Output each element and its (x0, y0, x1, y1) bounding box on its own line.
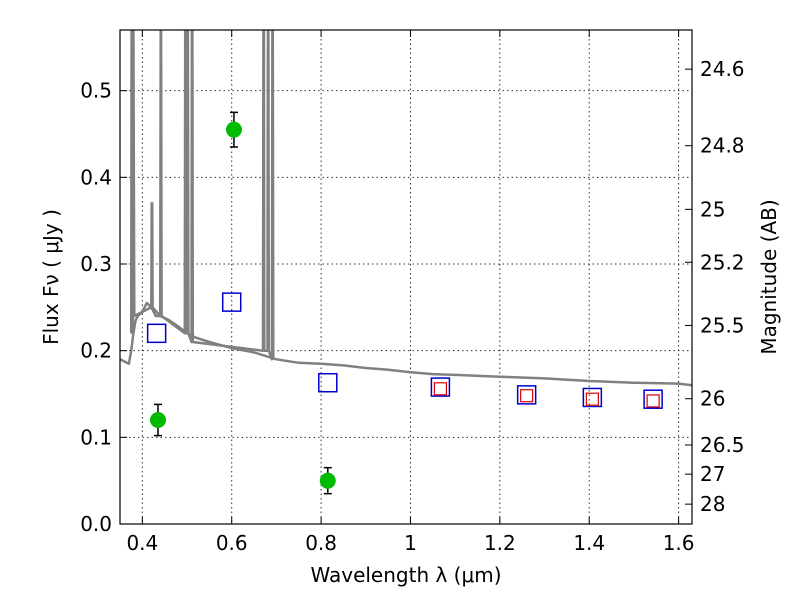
plot-frame (119, 29, 693, 525)
model-square-inner (520, 389, 534, 403)
y2-axis-label: Magnitude (AB) (757, 199, 781, 354)
x-tick-label: 1 (404, 531, 417, 555)
y2-tick-label: 24.8 (700, 134, 745, 158)
y-tick-label: 0.4 (80, 165, 112, 189)
grid-layer (120, 30, 692, 525)
x-tick-label: 0.6 (216, 531, 248, 555)
model-square-inner (585, 392, 599, 406)
x-tick-label: 1.4 (573, 531, 605, 555)
spectrum-layer (120, 30, 692, 387)
x-tick-label: 1.2 (484, 531, 516, 555)
x-axis-label: Wavelength λ (μm) (310, 563, 501, 587)
model-square (318, 372, 338, 393)
y-axis-label: Flux Fν ( μJy ) (39, 209, 63, 345)
y-tick-label: 0.1 (80, 425, 112, 449)
model-square (221, 292, 242, 312)
y-tick-label: 0.3 (80, 252, 112, 276)
model-square (516, 385, 537, 405)
photometry-point (319, 472, 336, 489)
y-tick-label: 0.2 (80, 339, 112, 363)
y2-tick-label: 28 (700, 492, 725, 516)
x-tick-label: 0.8 (305, 531, 337, 555)
spectrum-line (129, 30, 275, 361)
model-square (430, 377, 451, 397)
y2-tick-label: 26 (700, 387, 725, 411)
x-tick-label: 0.4 (126, 531, 158, 555)
y2-tick-label: 26.5 (700, 433, 745, 457)
model-square-inner (433, 382, 448, 396)
model-square (146, 323, 167, 344)
model-square (582, 387, 603, 408)
y2-tick-label: 25 (700, 197, 725, 221)
model-square-inner (646, 394, 660, 408)
points-layer (146, 111, 663, 495)
y2-tick-label: 25.5 (700, 313, 745, 337)
y-tick-label: 0.0 (80, 512, 112, 536)
photometry-point (149, 412, 166, 428)
y2-tick-label: 27 (700, 462, 725, 486)
photometry-point (225, 121, 242, 138)
y2-tick-label: 25.2 (700, 250, 745, 274)
model-square (643, 389, 663, 409)
y-tick-label: 0.5 (80, 79, 112, 103)
x-tick-label: 1.6 (663, 531, 695, 555)
y2-tick-label: 24.6 (700, 57, 745, 81)
ticks-layer: 0.4 0.6 0.8 1 1.2 1.4 1.6 0.0 0.1 0.2 0.3 0.4 0.5 24.… (80, 30, 745, 555)
